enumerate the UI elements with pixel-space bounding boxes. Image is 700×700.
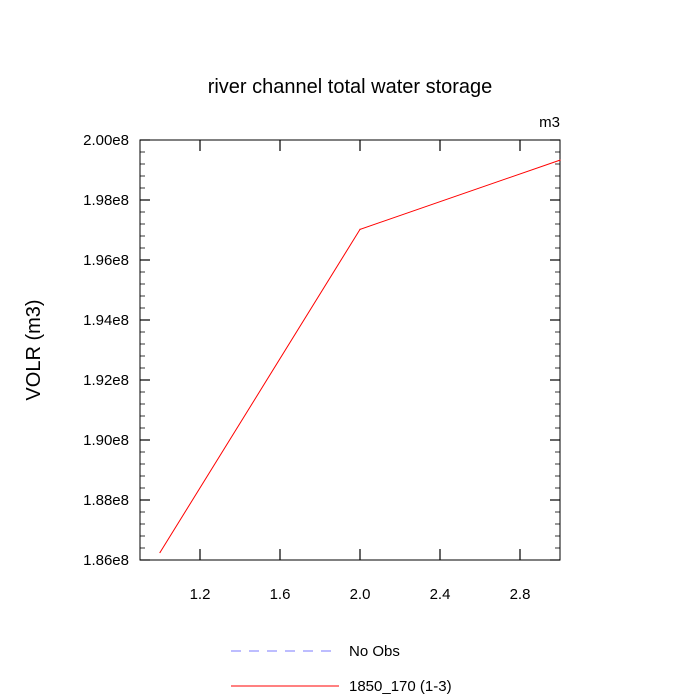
units-label: m3 — [539, 114, 560, 131]
series-point — [559, 159, 561, 161]
tick-labels: 1.2 1.6 2.0 2.4 2.8 1.86e8 1.88e8 1.90e8 1.92e8 1… — [83, 132, 530, 603]
series-lines — [159, 159, 561, 554]
x-tick-label: 1.2 — [190, 586, 211, 603]
legend-label: No Obs — [349, 643, 400, 660]
y-tick-label: 1.98e8 — [83, 192, 129, 209]
y-tick-label: 1.90e8 — [83, 432, 129, 449]
x-tick-label: 1.6 — [270, 586, 291, 603]
y-tick-label: 1.86e8 — [83, 552, 129, 569]
y-tick-label: 1.96e8 — [83, 252, 129, 269]
y-tick-label: 1.92e8 — [83, 372, 129, 389]
plot-area-frame — [139, 139, 561, 561]
legend: No Obs 1850_170 (1-3) — [231, 643, 452, 695]
y-tick-label: 1.94e8 — [83, 312, 129, 329]
axis-ticks — [140, 139, 560, 561]
series-point — [159, 551, 161, 554]
x-tick-label: 2.0 — [350, 586, 371, 603]
series-line — [159, 159, 561, 553]
chart-title: river channel total water storage — [208, 76, 493, 98]
y-axis-label: VOLR (m3) — [23, 299, 45, 400]
x-tick-label: 2.8 — [510, 586, 531, 603]
legend-label: 1850_170 (1-3) — [349, 678, 452, 695]
x-tick-label: 2.4 — [430, 586, 451, 603]
y-tick-label: 1.88e8 — [83, 492, 129, 509]
series-point — [359, 228, 361, 230]
y-tick-label: 2.00e8 — [83, 132, 129, 149]
